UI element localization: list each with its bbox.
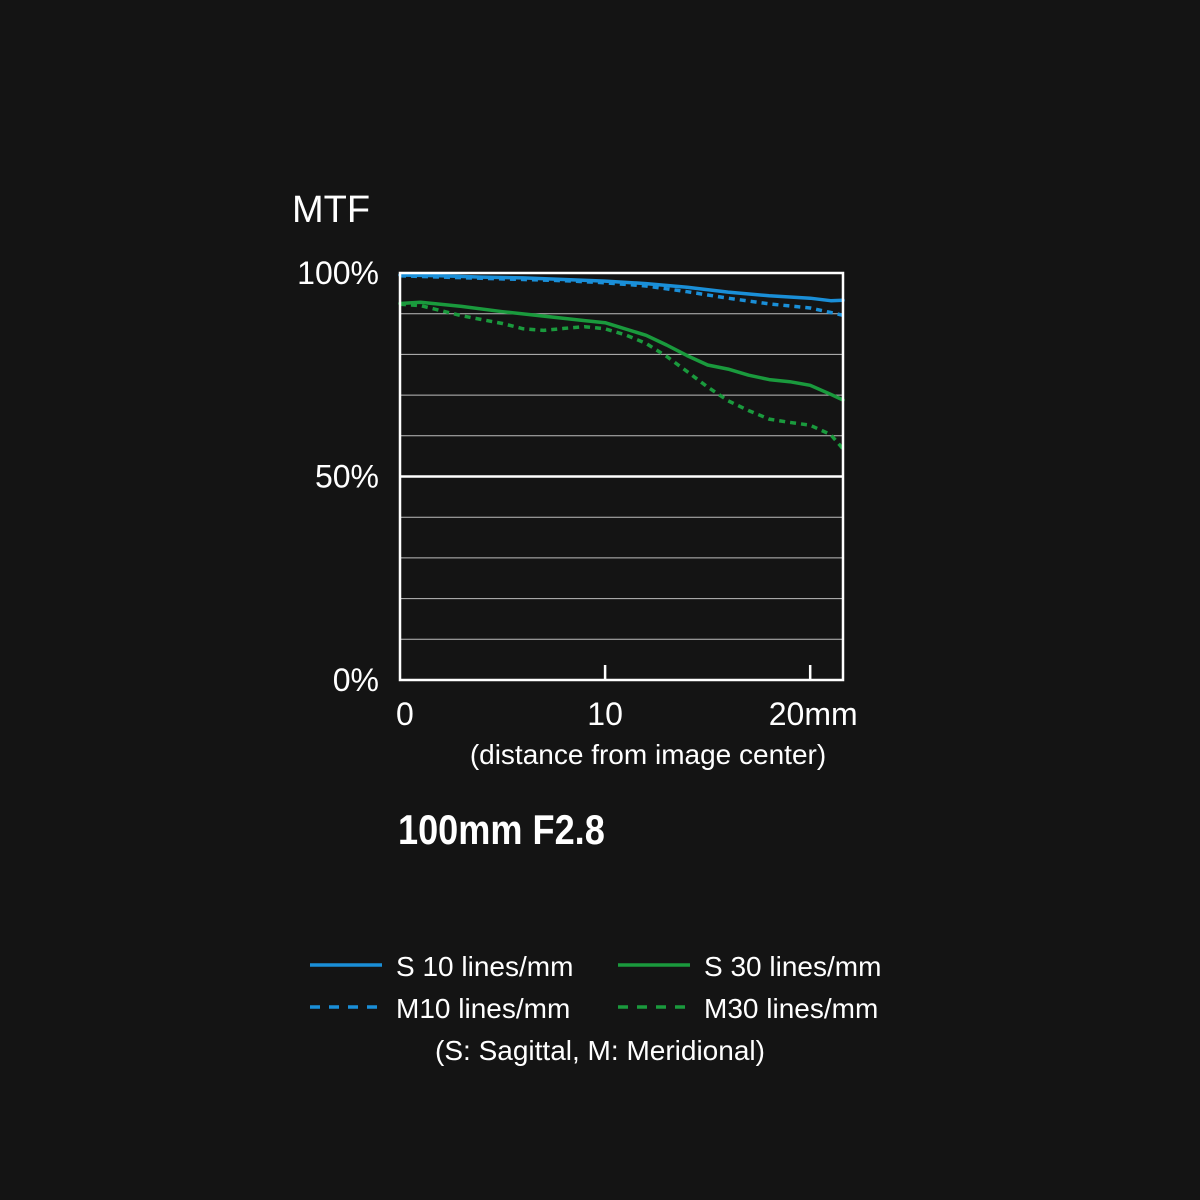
legend: S 10 lines/mm S 30 lines/mm M10 lines/mm M3… — [310, 951, 881, 1024]
series-lines — [398, 273, 845, 450]
y-tick-label: 0% — [333, 662, 379, 698]
legend-label: S 30 lines/mm — [704, 951, 881, 982]
x-axis-label: (distance from image center) — [470, 739, 826, 770]
x-tick-label: 10 — [587, 696, 623, 732]
x-tick-labels: 0 10 20mm — [396, 696, 858, 732]
x-tick-label: 0 — [396, 696, 414, 732]
x-tick-label: 20mm — [769, 696, 858, 732]
chart-title: MTF — [292, 189, 370, 231]
grid-lines — [400, 313, 843, 640]
plot-frame — [398, 271, 845, 682]
legend-label: M30 lines/mm — [704, 993, 878, 1024]
series-line-3 — [398, 300, 845, 402]
product-title: 100mm F2.8 — [398, 806, 605, 853]
series-line-2 — [399, 274, 844, 318]
x-tick-marks — [603, 665, 812, 680]
legend-label: S 10 lines/mm — [396, 951, 573, 982]
y-tick-label: 100% — [297, 255, 379, 291]
legend-label: M10 lines/mm — [396, 993, 570, 1024]
legend-note: (S: Sagittal, M: Meridional) — [435, 1035, 765, 1066]
y-tick-labels: 0% 50% 100% — [297, 255, 379, 698]
y-tick-label: 50% — [315, 459, 379, 495]
series-line-4 — [399, 302, 845, 450]
